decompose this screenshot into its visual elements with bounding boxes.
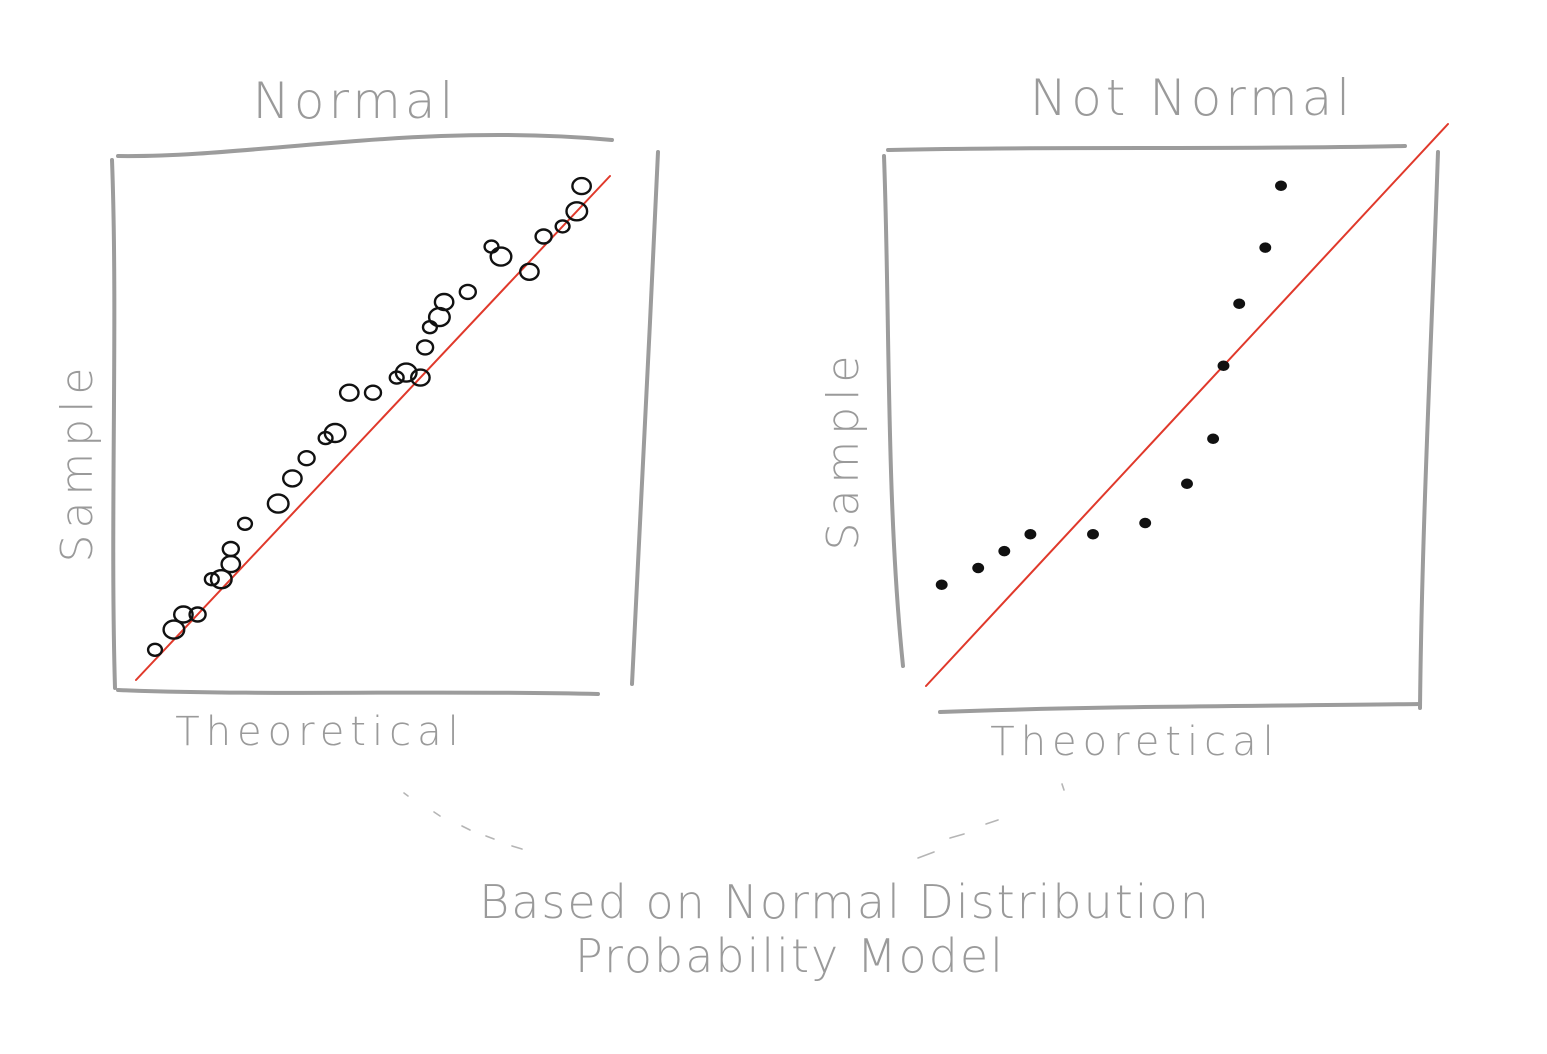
chart-not-normal-points (935, 180, 1287, 591)
chart-not-normal-frame-right (1418, 150, 1440, 710)
caption-line-2: Probability Model (575, 929, 1005, 983)
scatter-point (236, 516, 254, 531)
scatter-point (188, 606, 207, 623)
scatter-point (571, 176, 592, 196)
chart-normal-title: Normal (253, 72, 458, 130)
scatter-point (1275, 180, 1287, 192)
chart-not-normal-title: Not Normal (1030, 69, 1354, 127)
connector-dash (985, 819, 999, 825)
scatter-point (519, 262, 540, 281)
scatter-point (1024, 529, 1037, 540)
scatter-point (266, 493, 290, 514)
scatter-point (421, 320, 439, 335)
scatter-point (1207, 433, 1220, 444)
chart-not-normal-frame-top (886, 144, 1407, 152)
chart-normal-xlabel: Theoretical (175, 709, 464, 755)
connector-dash (511, 845, 523, 850)
scatter-point (394, 362, 418, 383)
scatter-point (146, 642, 164, 657)
connector-dash (1061, 783, 1065, 791)
scatter-point (433, 292, 455, 312)
chart-not-normal-xlabel: Theoretical (990, 719, 1279, 765)
connector-dash (917, 851, 935, 859)
scatter-point (338, 383, 360, 402)
scatter-point (1087, 529, 1099, 540)
chart-normal-reference-line (135, 175, 611, 681)
scatter-point (323, 422, 347, 444)
connector-dash (433, 811, 441, 817)
connector-dash (461, 825, 471, 831)
chart-normal: Normal Theoretical Sample (52, 72, 660, 755)
scatter-point (972, 562, 985, 574)
scatter-point (1139, 517, 1152, 529)
scatter-point (220, 554, 242, 574)
scatter-point (1259, 242, 1272, 253)
scatter-point (162, 619, 186, 640)
scatter-point (1233, 298, 1246, 310)
scatter-point (363, 384, 383, 401)
chart-normal-ylabel: Sample (52, 362, 103, 563)
caption-connector-right (917, 783, 1065, 859)
chart-not-normal-reference-line (925, 123, 1449, 687)
caption-connector-left (403, 792, 523, 850)
scatter-point (172, 605, 194, 624)
chart-not-normal: Not Normal Theoretical Sample (818, 69, 1449, 765)
scatter-point (415, 339, 435, 356)
scatter-point (297, 450, 316, 467)
chart-not-normal-ylabel: Sample (818, 350, 869, 551)
chart-normal-frame-top (116, 132, 614, 159)
chart-normal-frame-right (630, 150, 660, 686)
scatter-point (458, 283, 477, 301)
scatter-point (409, 368, 431, 387)
caption-line-1: Based on Normal Distribution (479, 875, 1211, 929)
chart-normal-points (146, 176, 592, 657)
scatter-point (281, 469, 303, 488)
scatter-point (203, 572, 220, 587)
scatter-point (209, 569, 233, 590)
connector-dash (485, 835, 495, 840)
chart-not-normal-frame-left (882, 154, 905, 668)
scatter-point (534, 228, 553, 245)
scatter-point (935, 579, 948, 591)
scatter-point (554, 219, 571, 234)
scatter-point (483, 239, 500, 254)
scatter-point (221, 540, 241, 558)
chart-normal-frame-left (110, 158, 117, 690)
scatter-point (565, 201, 589, 222)
chart-not-normal-frame-bottom (938, 702, 1422, 714)
scatter-point (1217, 360, 1230, 371)
scatter-point (998, 545, 1011, 557)
scatter-point (1181, 478, 1193, 489)
connector-dash (949, 833, 965, 839)
connector-dash (403, 792, 409, 797)
chart-normal-frame-bottom (116, 688, 600, 696)
scatter-point (489, 246, 513, 267)
